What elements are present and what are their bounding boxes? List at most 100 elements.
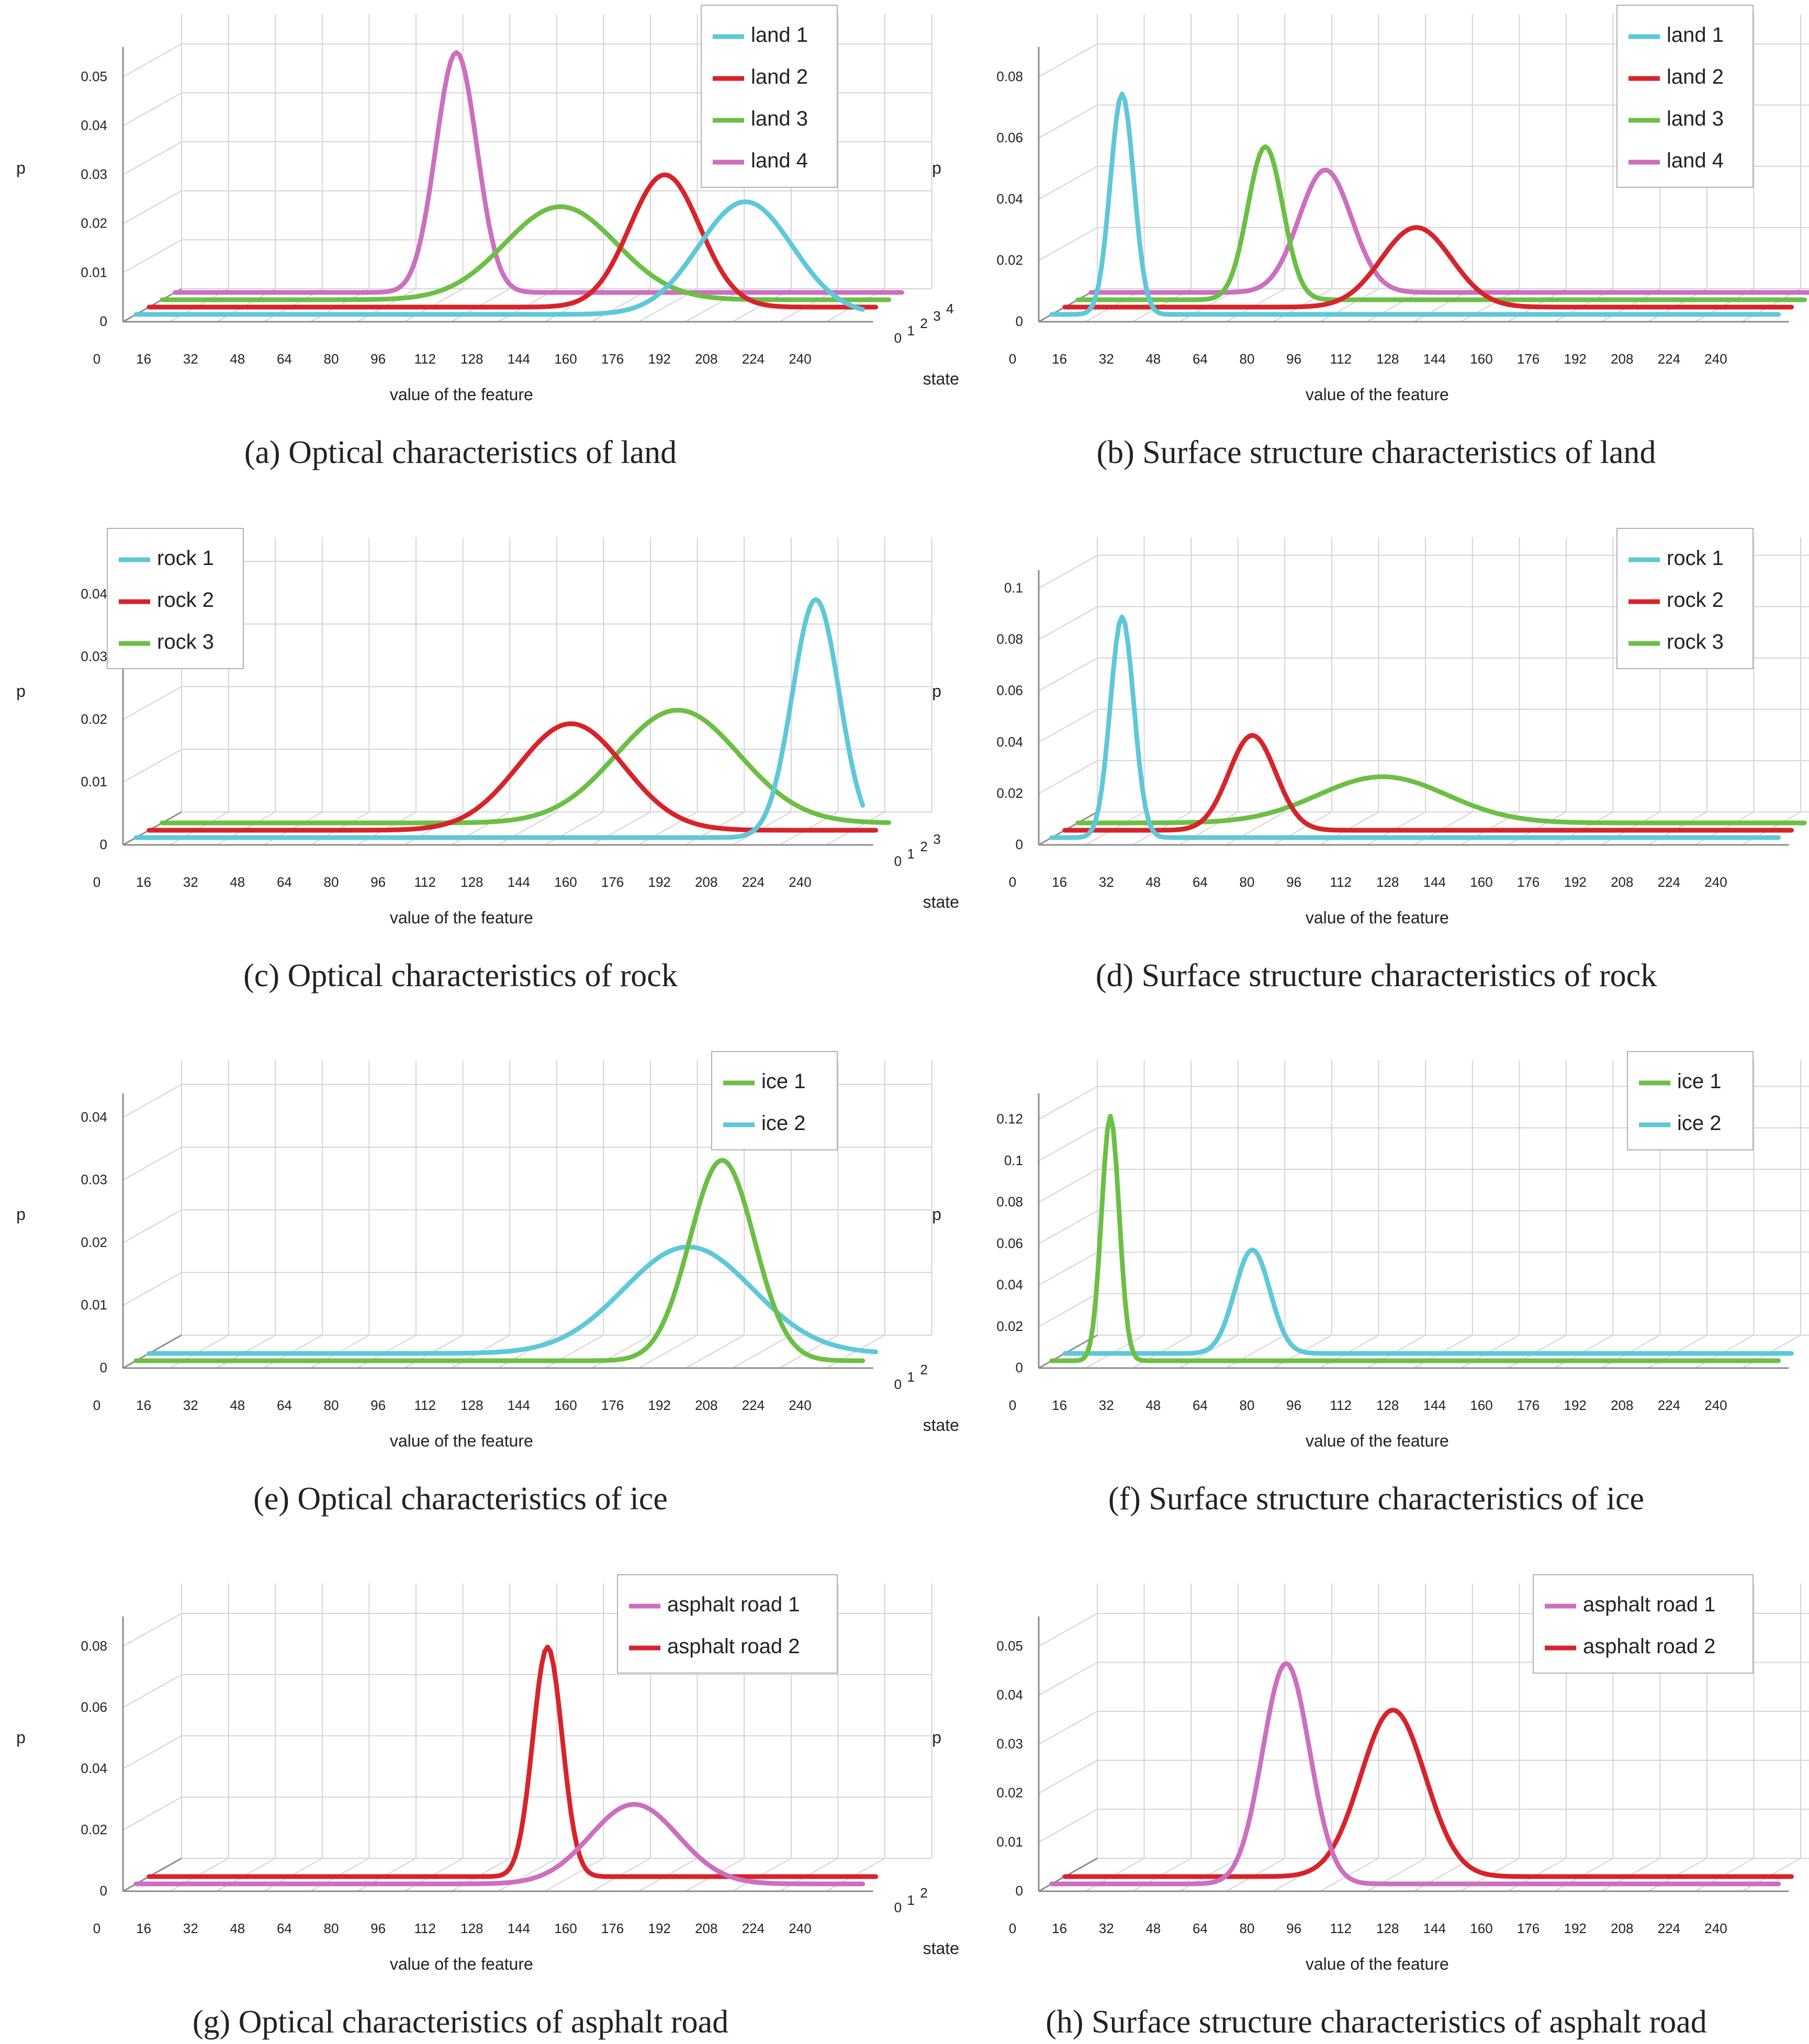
y-tick-label: 0.05 <box>996 1638 1023 1654</box>
grid-line-side <box>1038 760 1098 794</box>
x-tick-label: 64 <box>1193 1921 1208 1936</box>
x-tick-label: 0 <box>1009 1397 1016 1413</box>
y-tick-label: 0.02 <box>81 711 107 727</box>
legend-box <box>1533 1574 1754 1674</box>
x-tick-label: 176 <box>601 1397 624 1413</box>
chart-a: 0 0.01 0.02 0.03 0.04 0.05 0 16 32 48 64 80 96 112 128… <box>16 5 959 470</box>
grid-line-side <box>1038 1612 1098 1647</box>
x-tick-label: 80 <box>324 874 339 890</box>
x-tick-label: 16 <box>136 1397 151 1413</box>
grid-line-floor <box>544 1858 604 1892</box>
x-tick-label: 192 <box>648 1921 671 1936</box>
grid-line-side <box>122 1735 182 1769</box>
x-tick-label: 32 <box>183 1921 198 1936</box>
grid-line-side <box>1038 606 1098 640</box>
legend-entry: rock 3 <box>157 630 214 653</box>
legend-entry: rock 3 <box>1667 630 1724 653</box>
grid-line-floor <box>638 811 698 845</box>
legend-box <box>1616 528 1754 669</box>
y-tick-label: 0.02 <box>81 216 107 231</box>
series-line-rock-3 <box>1075 774 1807 826</box>
legend-entry: asphalt road 2 <box>1583 1635 1716 1658</box>
y-tick-label: 0.06 <box>996 1235 1023 1251</box>
state-axis-title: state <box>923 893 959 911</box>
x-tick-label: 144 <box>1423 1921 1446 1936</box>
x-tick-label: 16 <box>1052 874 1067 890</box>
grid-line-side <box>122 141 182 175</box>
y-tick-label: 0.06 <box>996 683 1023 698</box>
x-tick-label: 0 <box>93 1397 100 1413</box>
chart-b: 0 0.02 0.04 0.06 0.08 0 16 32 48 64 80 96 112 128 144 1… <box>932 5 1809 470</box>
series-line-rock-1 <box>1049 614 1781 840</box>
chart-f: 0 0.02 0.04 0.06 0.08 0.1 0.12 0 16 32 48 64 80 96 112… <box>932 1051 1809 1517</box>
grid-line-side <box>1038 657 1098 692</box>
x-tick-label: 192 <box>1564 1921 1587 1936</box>
series-line-land-2 <box>1062 225 1794 310</box>
grid-line-side <box>122 239 182 274</box>
x-tick-label: 208 <box>1611 1921 1633 1936</box>
state-tick-label: 0 <box>894 1900 902 1915</box>
y-tick-label: 0.08 <box>996 69 1023 84</box>
x-tick-label: 240 <box>1704 874 1727 890</box>
x-tick-label: 64 <box>277 1921 292 1936</box>
series-line-ice-2 <box>1062 1247 1794 1356</box>
x-tick-label: 112 <box>1330 874 1351 890</box>
x-tick-label: 176 <box>1517 351 1540 367</box>
y-axis-title: p <box>16 682 26 701</box>
x-tick-label: 224 <box>742 351 765 367</box>
state-tick-label: 2 <box>920 1362 927 1377</box>
x-tick-label: 0 <box>93 1921 100 1936</box>
x-tick-label: 96 <box>370 874 386 890</box>
series-line-land-1 <box>133 199 866 317</box>
x-tick-label: 96 <box>370 1397 386 1413</box>
x-tick-label: 64 <box>1193 351 1208 367</box>
x-tick-label: 16 <box>1052 1921 1067 1936</box>
x-tick-label: 112 <box>1330 1397 1351 1413</box>
grid-line-side <box>1038 1711 1098 1745</box>
grid-line-side <box>1038 1759 1098 1794</box>
series-line-land-2 <box>147 172 879 310</box>
x-tick-label: 0 <box>1009 874 1016 890</box>
back-wall <box>1038 1060 1809 1369</box>
x-tick-label: 240 <box>789 874 811 890</box>
series-line-ice-2 <box>147 1244 879 1356</box>
state-axis-title: state <box>923 1939 959 1958</box>
x-tick-label: 64 <box>277 1397 292 1413</box>
legend-entry: ice 1 <box>1677 1070 1722 1093</box>
x-tick-label: 208 <box>695 1921 717 1936</box>
y-tick-label: 0.01 <box>81 774 107 789</box>
series-line-ice-1 <box>133 1158 866 1363</box>
x-tick-label: 192 <box>1564 1397 1587 1413</box>
y-tick-label: 0.08 <box>996 631 1023 647</box>
y-tick-label: 0.1 <box>1004 1153 1023 1168</box>
x-tick-label: 112 <box>1330 351 1351 367</box>
x-tick-label: 32 <box>1099 1397 1114 1413</box>
legend: rock 1 rock 2 rock 3 <box>1616 528 1754 669</box>
grid-line-side <box>1038 1169 1098 1203</box>
state-tick-label: 2 <box>920 315 927 331</box>
series-line-land-4 <box>1088 167 1809 295</box>
state-tick-label: 1 <box>907 846 914 862</box>
x-tick-label: 176 <box>1517 1921 1540 1936</box>
x-tick-label: 192 <box>648 874 671 890</box>
x-tick-label: 144 <box>508 351 530 367</box>
x-axis-title: value of the feature <box>1306 1431 1449 1450</box>
x-tick-label: 32 <box>1099 351 1114 367</box>
series-line-rock-3 <box>160 707 891 826</box>
legend: asphalt road 1 asphalt road 2 <box>1533 1574 1754 1674</box>
x-tick-label: 208 <box>695 874 717 890</box>
y-tick-label: 0.02 <box>81 1234 107 1250</box>
y-tick-label: 0.08 <box>81 1638 107 1654</box>
y-tick-label: 0 <box>100 1883 107 1899</box>
series-line-land-1 <box>1049 92 1781 317</box>
grid-line-side <box>1038 1293 1098 1327</box>
y-axis-title: p <box>932 159 941 177</box>
x-tick-label: 176 <box>1517 874 1540 890</box>
y-axis-title: p <box>932 1205 941 1224</box>
y-tick-label: 0.03 <box>81 1172 107 1188</box>
x-tick-label: 112 <box>414 1921 435 1936</box>
x-tick-label: 16 <box>136 874 151 890</box>
x-tick-label: 0 <box>1009 351 1016 367</box>
grid-line-side <box>1038 227 1098 261</box>
